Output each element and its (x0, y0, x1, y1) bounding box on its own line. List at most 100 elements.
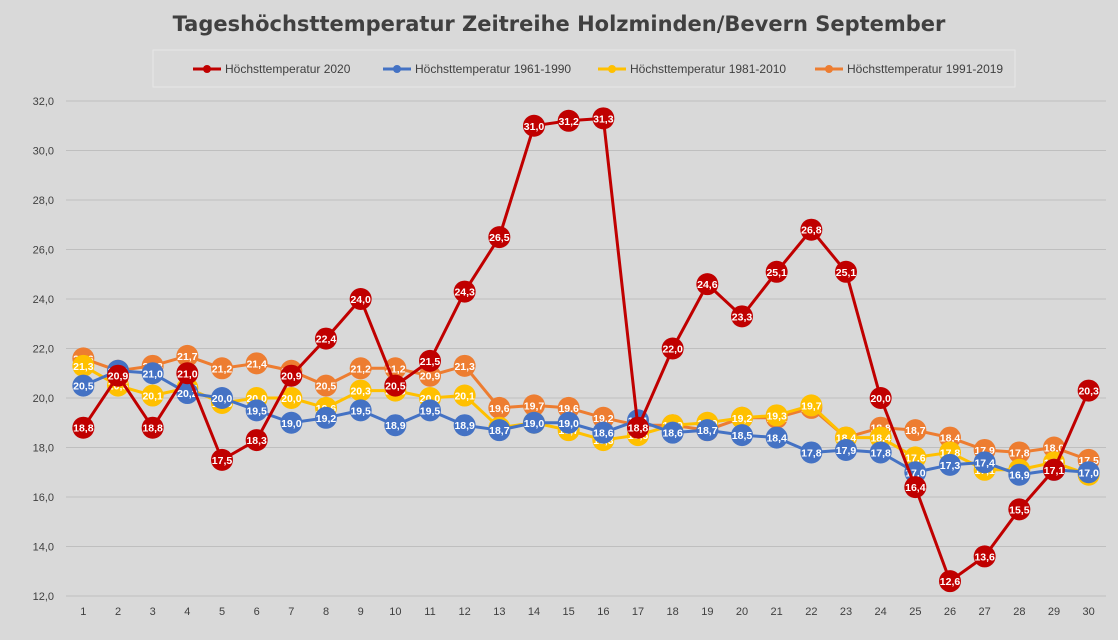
x-tick-label: 22 (805, 606, 817, 618)
data-point (315, 374, 337, 397)
data-label: 20,9 (108, 371, 129, 383)
x-tick-label: 12 (459, 606, 471, 618)
data-point (280, 364, 303, 387)
data-label: 20,9 (420, 371, 441, 383)
legend-label: Höchsttemperatur 1991-2019 (847, 62, 1003, 76)
data-label: 19,2 (593, 413, 614, 425)
data-label: 19,0 (558, 418, 579, 430)
legend-item-h-chsttemperatur-1961-1990: Höchsttemperatur 1961-1990 (383, 62, 571, 76)
data-point (939, 570, 961, 593)
data-label: 20,5 (316, 381, 337, 393)
data-point (592, 107, 615, 130)
data-label: 18,7 (489, 425, 510, 437)
data-label: 20,5 (385, 381, 406, 393)
data-label: 17,5 (212, 455, 233, 467)
data-label: 16,9 (1009, 470, 1030, 482)
x-tick-label: 30 (1083, 606, 1095, 618)
data-label: 26,8 (801, 225, 822, 237)
series-line (82, 116, 1091, 583)
data-label: 16,4 (905, 482, 926, 494)
x-tick-label: 15 (563, 606, 575, 618)
data-point (72, 354, 95, 377)
data-label: 18,4 (766, 433, 787, 445)
data-label: 19,5 (350, 405, 371, 417)
data-point (384, 414, 407, 437)
y-tick-label: 24,0 (33, 294, 54, 306)
data-label: 13,6 (974, 551, 995, 563)
data-point (869, 441, 892, 464)
y-tick-label: 14,0 (33, 542, 54, 554)
data-label: 20,9 (281, 371, 302, 383)
legend-item-h-chsttemperatur-2020: Höchsttemperatur 2020 (193, 62, 351, 76)
data-label: 24,6 (697, 279, 718, 291)
chart-title: Tageshöchsttemperatur Zeitreihe Holzmind… (173, 12, 946, 36)
data-point (107, 364, 129, 387)
data-point (1008, 441, 1031, 464)
data-point (696, 419, 719, 442)
legend (152, 49, 1016, 88)
data-point (904, 476, 927, 499)
x-tick-label: 6 (254, 606, 260, 618)
data-point (800, 394, 823, 417)
data-label: 22,0 (662, 344, 683, 356)
data-label: 19,5 (420, 405, 441, 417)
data-label: 18,6 (593, 428, 614, 440)
data-label: 20,3 (350, 386, 371, 398)
data-point (1008, 463, 1031, 486)
x-tick-label: 26 (944, 606, 956, 618)
data-point (453, 384, 476, 407)
data-point (419, 399, 441, 422)
data-point (523, 411, 545, 434)
data-label: 20,0 (212, 393, 233, 405)
data-point (488, 226, 511, 249)
data-point (835, 438, 857, 461)
series-line (82, 369, 1089, 477)
data-point (384, 374, 407, 397)
y-tick-label: 12,0 (33, 591, 54, 603)
data-label: 18,7 (905, 425, 926, 437)
data-label: 24,3 (454, 287, 475, 299)
data-label: 18,9 (454, 420, 475, 432)
data-label: 19,7 (524, 400, 545, 412)
data-point (488, 396, 511, 419)
data-point (349, 379, 372, 402)
data-label: 18,5 (732, 430, 753, 442)
y-tick-label: 22,0 (33, 344, 54, 356)
data-point (627, 416, 649, 439)
x-tick-label: 5 (219, 606, 225, 618)
series-line (82, 364, 1090, 477)
legend-marker (393, 65, 401, 73)
data-point (731, 305, 753, 328)
data-label: 21,0 (177, 368, 198, 380)
data-point (765, 426, 788, 449)
data-label: 19,0 (281, 418, 302, 430)
data-point (176, 362, 199, 385)
data-label: 19,3 (766, 410, 787, 422)
x-tick-label: 23 (840, 606, 852, 618)
data-point (245, 399, 268, 422)
x-tick-label: 24 (875, 606, 887, 618)
data-point (72, 374, 95, 397)
data-label: 26,5 (489, 232, 510, 244)
data-point (1008, 498, 1031, 521)
y-tick-label: 18,0 (33, 443, 54, 455)
data-point (557, 109, 580, 132)
x-tick-label: 10 (389, 606, 401, 618)
data-label: 18,4 (870, 433, 891, 445)
data-label: 31,3 (593, 113, 614, 125)
y-tick-label: 16,0 (33, 492, 54, 504)
data-label: 19,2 (732, 413, 753, 425)
data-point (349, 399, 372, 422)
data-point (523, 394, 545, 417)
data-point (731, 424, 753, 447)
legend-items: Höchsttemperatur 2020 Höchsttemperatur 19… (193, 62, 1003, 76)
data-point (453, 414, 476, 437)
data-label: 20,3 (1078, 386, 1099, 398)
data-point (141, 416, 164, 439)
x-tick-label: 17 (632, 606, 644, 618)
data-point (696, 273, 719, 296)
y-axis: 12,0 14,0 16,0 18,0 20,0 22,0 24,0 26,0 28,0 30,0… (33, 96, 54, 603)
data-label: 18,6 (662, 428, 683, 440)
data-label: 19,5 (246, 405, 267, 417)
